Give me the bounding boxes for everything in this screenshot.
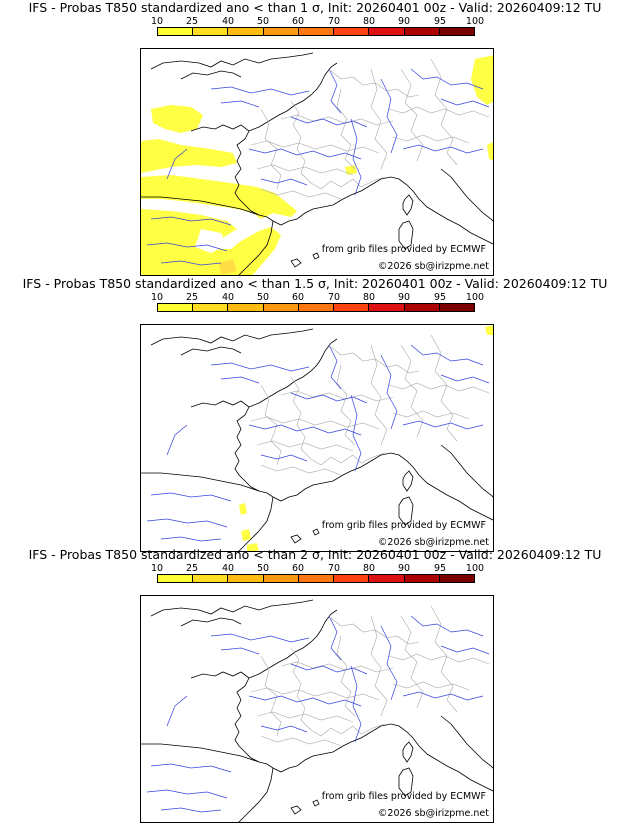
colorbar-label: 90 [397,563,411,574]
probability-area [247,543,259,551]
probability-area [487,142,493,161]
colorbar-swatch [193,575,229,582]
colorbar-label: 25 [185,563,199,574]
colorbar-label: 95 [433,16,447,27]
colorbar-label: 25 [185,292,199,303]
source-credit: from grib files provided by ECMWF [321,520,486,531]
colorbar-label: 80 [362,16,376,27]
panel-title: IFS - Probas T850 standardized ano < tha… [22,276,608,291]
colorbar-label: 40 [221,16,235,27]
colorbar-label: 10 [150,563,164,574]
colorbar-swatch [298,28,335,35]
source-credit: from grib files provided by ECMWF [321,791,486,802]
probability-map: from grib files provided by ECMWF ©2026 … [140,324,494,552]
colorbar-swatch [334,28,370,35]
colorbar-label: 90 [397,16,411,27]
colorbar-label: 10 [150,292,164,303]
colorbar-swatch [228,575,264,582]
source-credit: from grib files provided by ECMWF [321,244,486,255]
probability-map: from grib files provided by ECMWF ©2026 … [140,595,494,823]
colorbar-swatch [369,304,405,311]
colorbar-swatches [157,303,475,312]
map-panel-1: IFS - Probas T850 standardized ano < tha… [0,0,630,276]
colorbar-label: 70 [327,292,341,303]
colorbar-swatch [263,575,299,582]
probability-area [485,325,493,335]
probability-area [471,55,493,105]
colorbar-label: 60 [291,292,305,303]
colorbar-swatch [369,575,405,582]
probability-area [141,175,297,219]
probability-colorbar: 10 25 40 50 60 70 80 90 95 100 [151,563,484,587]
probability-area [345,165,357,175]
colorbar-swatch [193,28,229,35]
probability-map: from grib files provided by ECMWF ©2026 … [140,48,494,276]
colorbar-label: 50 [256,563,270,574]
copyright-credit: ©2026 sb@irizpme.net [377,537,489,548]
colorbar-label: 40 [221,292,235,303]
colorbar-swatch [404,28,440,35]
probability-area [241,529,251,541]
colorbar-label: 95 [433,563,447,574]
copyright-credit: ©2026 sb@irizpme.net [377,808,489,819]
map-panel-2: IFS - Probas T850 standardized ano < tha… [0,276,630,552]
colorbar-swatch [439,575,474,582]
colorbar-label: 70 [327,16,341,27]
probability-area [239,503,247,515]
colorbar-swatch [158,28,194,35]
colorbar-swatch [369,28,405,35]
colorbar-labels: 10 25 40 50 60 70 80 90 95 100 [151,292,484,303]
probability-area [219,259,237,275]
probability-gap [195,229,227,253]
colorbar-label: 70 [327,563,341,574]
colorbar-label: 10 [150,16,164,27]
probability-colorbar: 10 25 40 50 60 70 80 90 95 100 [151,16,484,40]
colorbar-label: 80 [362,292,376,303]
colorbar-swatch [439,28,474,35]
colorbar-swatch [263,304,299,311]
colorbar-swatch [228,28,264,35]
colorbar-swatch [439,304,474,311]
colorbar-swatch [298,575,335,582]
colorbar-swatches [157,574,475,583]
copyright-credit: ©2026 sb@irizpme.net [377,261,489,272]
colorbar-swatch [228,304,264,311]
colorbar-label: 100 [465,16,485,27]
colorbar-swatch [334,575,370,582]
colorbar-swatches [157,27,475,36]
probability-area [141,139,237,173]
colorbar-label: 90 [397,292,411,303]
colorbar-label: 60 [291,16,305,27]
map-panel-3: IFS - Probas T850 standardized ano < tha… [0,547,630,823]
colorbar-label: 80 [362,563,376,574]
colorbar-label: 50 [256,16,270,27]
colorbar-swatch [158,575,194,582]
colorbar-label: 95 [433,292,447,303]
colorbar-swatch [298,304,335,311]
colorbar-swatch [263,28,299,35]
colorbar-labels: 10 25 40 50 60 70 80 90 95 100 [151,16,484,27]
colorbar-label: 60 [291,563,305,574]
colorbar-label: 25 [185,16,199,27]
colorbar-swatch [334,304,370,311]
probability-area [151,105,203,133]
colorbar-swatch [404,304,440,311]
colorbar-swatch [404,575,440,582]
panel-title: IFS - Probas T850 standardized ano < tha… [28,547,602,562]
colorbar-labels: 10 25 40 50 60 70 80 90 95 100 [151,563,484,574]
colorbar-label: 100 [465,563,485,574]
colorbar-swatch [158,304,194,311]
colorbar-label: 100 [465,292,485,303]
colorbar-swatch [193,304,229,311]
colorbar-label: 40 [221,563,235,574]
probability-colorbar: 10 25 40 50 60 70 80 90 95 100 [151,292,484,316]
colorbar-label: 50 [256,292,270,303]
panel-title: IFS - Probas T850 standardized ano < tha… [28,0,602,15]
